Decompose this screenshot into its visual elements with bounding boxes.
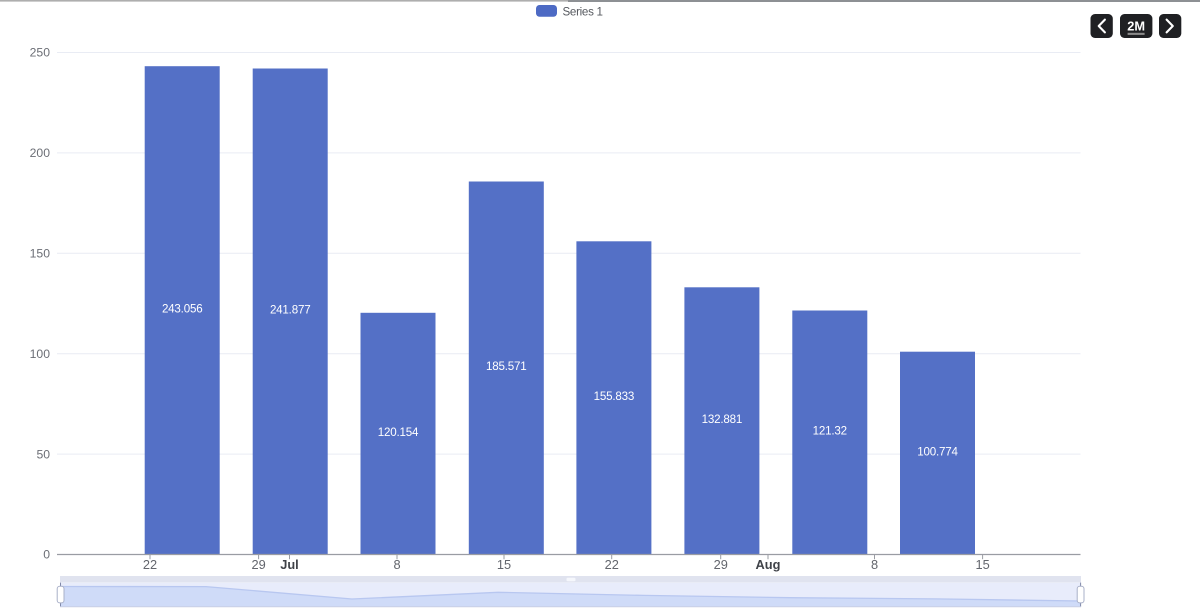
svg-text:8: 8 [393,557,400,572]
svg-text:2M: 2M [1127,19,1145,34]
svg-text:250: 250 [30,46,51,60]
svg-text:121.32: 121.32 [813,425,847,438]
svg-text:241.877: 241.877 [270,304,311,317]
svg-text:155.833: 155.833 [594,390,635,403]
svg-text:15: 15 [497,557,511,572]
svg-text:15: 15 [975,557,989,572]
svg-text:243.056: 243.056 [162,303,203,316]
svg-text:200: 200 [30,146,51,160]
svg-text:22: 22 [605,557,619,572]
svg-text:0: 0 [43,548,50,562]
svg-text:Series 1: Series 1 [563,5,603,18]
svg-text:Aug: Aug [756,557,781,572]
svg-text:29: 29 [714,557,728,572]
svg-text:50: 50 [36,447,50,461]
svg-text:29: 29 [251,557,265,572]
svg-text:8: 8 [871,557,878,572]
svg-text:150: 150 [30,247,51,261]
svg-text:Jul: Jul [280,557,299,572]
svg-text:120.154: 120.154 [378,426,419,439]
svg-text:22: 22 [143,557,157,572]
svg-text:185.571: 185.571 [486,360,527,373]
svg-text:100.774: 100.774 [917,445,958,458]
svg-text:132.881: 132.881 [702,413,743,426]
svg-text:100: 100 [30,347,51,361]
